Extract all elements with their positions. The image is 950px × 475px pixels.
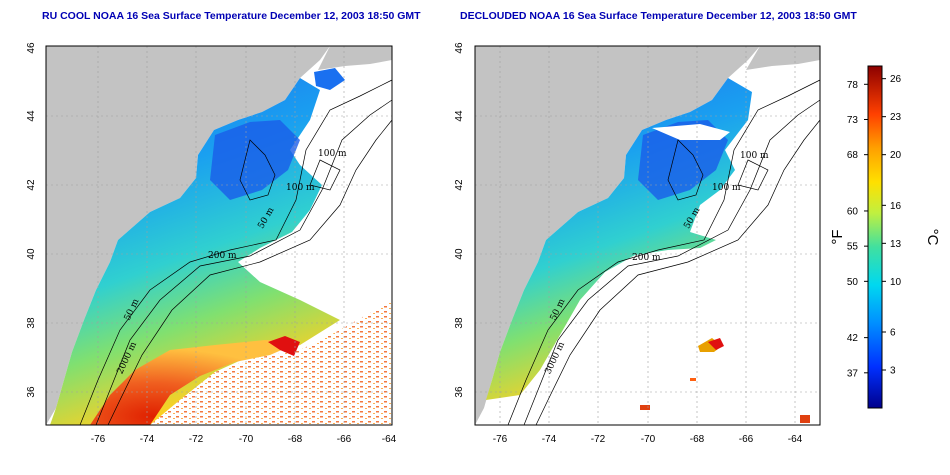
colorbar-celsius-tick-label: 26	[890, 74, 902, 85]
right-cloud-gap	[652, 124, 730, 140]
right-warm-fleck-1	[640, 405, 650, 410]
left-y-ticks: 36 38 40 42 44 46	[26, 42, 37, 398]
right-x-ticks: -76 -74 -72 -70 -68 -66 -64	[493, 434, 803, 445]
right-x-tick-4: -70	[641, 434, 656, 445]
right-x-tick-5: -68	[690, 434, 705, 445]
left-warm-eddy	[268, 336, 300, 356]
right-warm-fleck-2	[800, 415, 810, 423]
left-gulf-stream	[90, 340, 300, 425]
left-y-tick-1: 36	[26, 386, 37, 398]
right-contour-label-1: 100 m	[740, 151, 769, 161]
colorbar-fahrenheit-ticks: 37 42 50 55 60 68 73 78	[847, 80, 868, 379]
colorbar-fahrenheit-tick-label: 50	[847, 277, 859, 288]
right-y-ticks: 36 38 40 42 44 46	[454, 42, 465, 398]
right-land	[475, 46, 760, 425]
colorbar-celsius-tick-label: 10	[890, 277, 902, 288]
right-y-tick-6: 46	[454, 42, 465, 54]
right-land-ne	[746, 46, 820, 70]
left-map: 100 m 100 m 50 m 200 m 50 m 2000 m -76 -…	[26, 42, 397, 445]
left-x-tick-7: -64	[382, 434, 397, 445]
colorbar-ramp	[867, 65, 883, 409]
right-contour-label-4: 200 m	[632, 253, 661, 263]
left-contours	[79, 79, 393, 426]
right-warm-fleck-3	[690, 378, 696, 381]
left-y-tick-5: 44	[26, 110, 37, 122]
colorbar-fahrenheit-tick-label: 78	[847, 80, 859, 91]
left-land	[46, 46, 330, 425]
left-x-tick-1: -76	[91, 434, 106, 445]
colorbar-fahrenheit-tick-label: 60	[847, 206, 859, 217]
colorbar-celsius-tick-label: 16	[890, 201, 902, 212]
left-contour-label-1: 100 m	[318, 149, 347, 159]
right-y-tick-5: 44	[454, 110, 465, 122]
colorbar-fahrenheit-tick-label: 42	[847, 333, 859, 344]
left-x-tick-5: -68	[288, 434, 303, 445]
colorbar: 37 42 50 55 60 68 73 78 3 6 10 13 16 20 23 26 °F °C	[829, 65, 941, 409]
right-warm-eddy	[708, 338, 724, 350]
left-land-ne	[318, 46, 392, 70]
right-x-tick-6: -66	[739, 434, 754, 445]
left-x-tick-3: -72	[189, 434, 204, 445]
right-y-tick-3: 40	[454, 248, 465, 260]
colorbar-celsius-tick-label: 3	[890, 366, 896, 377]
right-y-tick-2: 38	[454, 317, 465, 329]
colorbar-fahrenheit-tick-label: 73	[847, 115, 859, 126]
left-contour-label-4: 200 m	[208, 251, 237, 261]
right-y-tick-4: 42	[454, 179, 465, 191]
colorbar-fahrenheit-tick-label: 68	[847, 150, 859, 161]
right-map-border	[474, 45, 821, 426]
right-map-title: DECLOUDED NOAA 16 Sea Surface Temperatur…	[460, 10, 857, 22]
left-map-border	[45, 45, 393, 426]
colorbar-celsius-ticks: 3 6 10 13 16 20 23 26	[882, 74, 902, 377]
right-x-tick-2: -74	[542, 434, 557, 445]
left-map-title: RU COOL NOAA 16 Sea Surface Temperature …	[42, 10, 421, 22]
right-contours	[507, 79, 821, 426]
left-ne-patch	[314, 68, 345, 90]
left-y-tick-3: 40	[26, 248, 37, 260]
right-x-tick-7: -64	[788, 434, 803, 445]
right-y-tick-1: 36	[454, 386, 465, 398]
left-x-ticks: -76 -74 -72 -70 -68 -66 -64	[91, 434, 397, 445]
left-grid	[46, 46, 392, 425]
colorbar-celsius-tick-label: 20	[890, 150, 902, 161]
colorbar-celsius-label: °C	[924, 229, 941, 246]
left-speckle-field	[150, 300, 392, 425]
left-gulf-of-maine-dark	[210, 120, 300, 200]
right-x-tick-3: -72	[591, 434, 606, 445]
colorbar-fahrenheit-tick-label: 55	[847, 242, 859, 253]
colorbar-fahrenheit-label: °F	[829, 229, 846, 244]
right-x-tick-1: -76	[493, 434, 508, 445]
colorbar-fahrenheit-tick-label: 37	[847, 368, 859, 379]
left-x-tick-2: -74	[140, 434, 155, 445]
left-x-tick-4: -70	[239, 434, 254, 445]
left-x-tick-6: -66	[337, 434, 352, 445]
left-contour-label-2: 100 m	[286, 183, 315, 193]
colorbar-celsius-tick-label: 23	[890, 112, 902, 123]
right-map: 100 m 100 m 50 m 200 m 50 m 3000 m -76 -…	[454, 42, 821, 445]
left-y-tick-4: 42	[26, 179, 37, 191]
colorbar-celsius-tick-label: 6	[890, 328, 896, 339]
left-y-tick-6: 46	[26, 42, 37, 54]
colorbar-celsius-tick-label: 13	[890, 239, 902, 250]
right-contour-label-2: 100 m	[712, 183, 741, 193]
left-y-tick-2: 38	[26, 317, 37, 329]
